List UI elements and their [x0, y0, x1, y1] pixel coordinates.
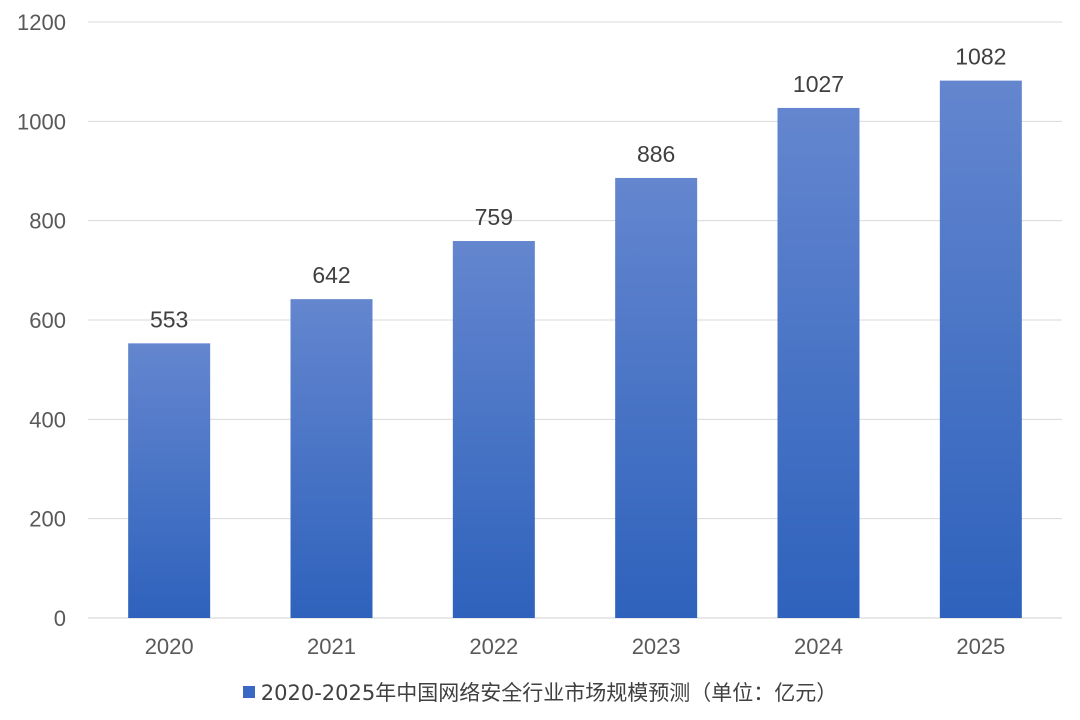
x-tick-label-2023: 2023	[632, 634, 681, 659]
y-tick-label: 1000	[17, 109, 66, 134]
y-tick-label: 800	[29, 209, 66, 234]
y-tick-label: 600	[29, 308, 66, 333]
data-label-2025: 1082	[955, 44, 1006, 70]
gridlines	[88, 21, 1062, 619]
x-tick-label-2025: 2025	[956, 634, 1005, 659]
bar-2021	[290, 299, 373, 618]
data-label-2021: 642	[312, 262, 350, 288]
legend-label: 2020-2025年中国网络安全行业市场规模预测（单位：亿元）	[260, 681, 838, 705]
x-axis-tick-labels: 2020 2021 2022 2023 2024 2025	[145, 634, 1006, 659]
bar-2020	[128, 343, 211, 618]
legend: 2020-2025年中国网络安全行业市场规模预测（单位：亿元）	[0, 675, 1080, 709]
y-axis-tick-labels: 0 200 400 600 800 1000 1200	[17, 10, 66, 631]
y-tick-label: 0	[54, 606, 66, 631]
bar-2022	[452, 241, 535, 618]
bars	[128, 80, 1022, 618]
x-tick-label-2021: 2021	[307, 634, 356, 659]
bar-2025	[939, 80, 1022, 618]
x-tick-label-2020: 2020	[145, 634, 194, 659]
data-label-2024: 1027	[793, 71, 844, 97]
data-labels: 553 642 759 886 1027 1082	[150, 44, 1006, 333]
data-label-2020: 553	[150, 306, 188, 332]
x-tick-label-2024: 2024	[794, 634, 843, 659]
data-label-2022: 759	[475, 204, 513, 230]
bar-2023	[615, 177, 698, 618]
x-tick-label-2022: 2022	[469, 634, 518, 659]
y-tick-label: 200	[29, 507, 66, 532]
y-tick-label: 400	[29, 407, 66, 432]
legend-swatch	[242, 686, 255, 698]
y-tick-label: 1200	[17, 10, 66, 35]
bar-chart: 0 200 400 600 800 1000 1200 553 642 759 886 1027 10…	[17, 10, 1062, 659]
bar-2024	[777, 107, 860, 618]
data-label-2023: 886	[637, 141, 675, 167]
